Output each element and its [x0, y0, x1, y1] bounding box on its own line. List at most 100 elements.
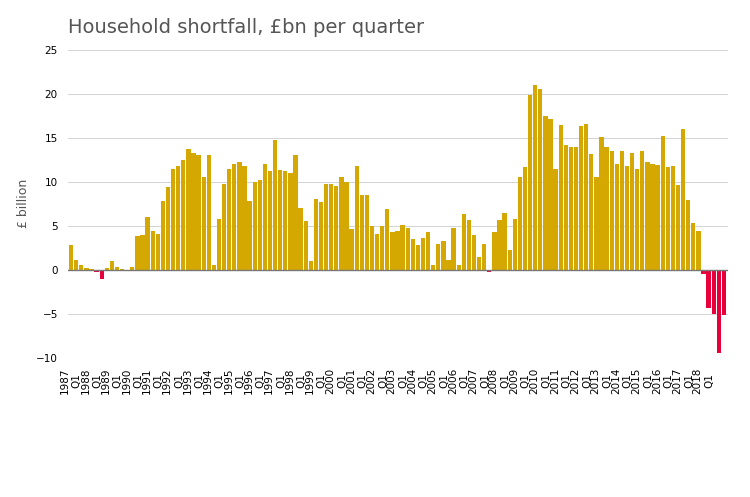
- Bar: [472, 235, 476, 270]
- Bar: [334, 186, 338, 270]
- Bar: [386, 209, 389, 270]
- Bar: [364, 195, 369, 270]
- Bar: [79, 265, 83, 270]
- Bar: [268, 171, 272, 270]
- Bar: [94, 270, 99, 271]
- Bar: [248, 201, 252, 270]
- Bar: [615, 164, 619, 270]
- Bar: [712, 270, 716, 314]
- Bar: [431, 264, 435, 270]
- Bar: [100, 270, 104, 279]
- Bar: [390, 232, 394, 270]
- Bar: [166, 187, 170, 270]
- Bar: [130, 267, 134, 270]
- Bar: [115, 267, 119, 270]
- Bar: [314, 199, 318, 270]
- Bar: [406, 228, 410, 270]
- Bar: [441, 241, 446, 270]
- Bar: [666, 167, 670, 270]
- Text: Household shortfall, £bn per quarter: Household shortfall, £bn per quarter: [68, 18, 424, 37]
- Bar: [400, 225, 405, 270]
- Bar: [630, 153, 634, 270]
- Bar: [355, 166, 358, 270]
- Bar: [635, 168, 640, 270]
- Bar: [599, 137, 604, 270]
- Bar: [650, 164, 655, 270]
- Bar: [308, 261, 313, 270]
- Y-axis label: £ billion: £ billion: [17, 179, 30, 229]
- Bar: [411, 239, 415, 270]
- Bar: [171, 169, 176, 270]
- Bar: [686, 200, 691, 270]
- Bar: [329, 184, 333, 270]
- Bar: [283, 171, 287, 270]
- Bar: [293, 156, 298, 270]
- Bar: [452, 228, 456, 270]
- Bar: [426, 232, 430, 270]
- Bar: [360, 195, 364, 270]
- Bar: [457, 265, 460, 270]
- Bar: [564, 145, 568, 270]
- Bar: [242, 166, 247, 270]
- Bar: [436, 244, 440, 270]
- Bar: [462, 214, 466, 270]
- Bar: [590, 154, 593, 270]
- Bar: [640, 151, 644, 270]
- Bar: [492, 232, 496, 270]
- Bar: [482, 244, 487, 270]
- Bar: [670, 166, 675, 270]
- Bar: [110, 261, 114, 270]
- Bar: [594, 177, 598, 270]
- Bar: [696, 231, 700, 270]
- Bar: [661, 136, 665, 270]
- Bar: [548, 119, 553, 270]
- Bar: [395, 231, 400, 270]
- Bar: [538, 89, 542, 270]
- Bar: [681, 129, 686, 270]
- Bar: [568, 148, 573, 270]
- Bar: [140, 235, 145, 270]
- Bar: [701, 270, 706, 274]
- Bar: [533, 85, 538, 270]
- Bar: [237, 163, 242, 270]
- Bar: [120, 269, 124, 270]
- Bar: [222, 183, 226, 270]
- Bar: [508, 249, 512, 270]
- Bar: [155, 234, 160, 270]
- Bar: [513, 219, 517, 270]
- Bar: [574, 147, 578, 270]
- Bar: [146, 217, 150, 270]
- Bar: [416, 245, 420, 270]
- Bar: [620, 151, 624, 270]
- Bar: [554, 168, 558, 270]
- Bar: [186, 149, 190, 270]
- Bar: [497, 221, 502, 270]
- Bar: [227, 168, 231, 270]
- Bar: [528, 95, 532, 270]
- Bar: [206, 156, 211, 270]
- Bar: [339, 177, 344, 270]
- Bar: [380, 226, 384, 270]
- Bar: [645, 163, 650, 270]
- Bar: [523, 167, 527, 270]
- Bar: [232, 164, 236, 270]
- Bar: [104, 268, 109, 270]
- Bar: [278, 170, 282, 270]
- Bar: [319, 202, 323, 270]
- Bar: [176, 166, 180, 270]
- Bar: [298, 208, 303, 270]
- Bar: [488, 270, 491, 272]
- Bar: [466, 221, 471, 270]
- Bar: [656, 165, 660, 270]
- Bar: [253, 182, 257, 270]
- Bar: [211, 265, 216, 270]
- Bar: [217, 219, 221, 270]
- Bar: [518, 177, 522, 270]
- Bar: [191, 153, 196, 270]
- Bar: [350, 229, 354, 270]
- Bar: [196, 156, 201, 270]
- Bar: [706, 270, 711, 308]
- Bar: [160, 201, 165, 270]
- Bar: [375, 234, 380, 270]
- Bar: [74, 260, 78, 270]
